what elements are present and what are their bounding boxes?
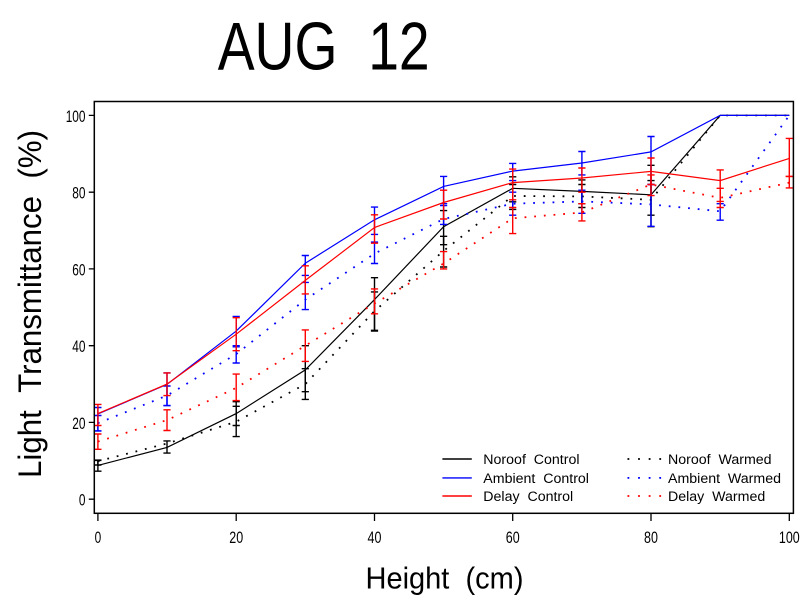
svg-text:40: 40 — [72, 338, 85, 356]
svg-text:20: 20 — [229, 529, 243, 547]
svg-text:0: 0 — [79, 492, 86, 510]
svg-text:100: 100 — [779, 529, 800, 547]
svg-text:100: 100 — [66, 108, 86, 126]
svg-text:Ambient Control: Ambient Control — [483, 471, 589, 487]
svg-text:Delay Warmed: Delay Warmed — [668, 489, 765, 505]
svg-text:60: 60 — [72, 261, 85, 279]
svg-text:Noroof Control: Noroof Control — [483, 452, 579, 468]
svg-text:AUG 12: AUG 12 — [218, 10, 430, 85]
svg-text:Height (cm): Height (cm) — [366, 562, 524, 595]
svg-text:0: 0 — [95, 529, 102, 547]
svg-text:Light Transmittance (%): Light Transmittance (%) — [12, 130, 48, 478]
svg-text:60: 60 — [506, 529, 520, 547]
svg-text:80: 80 — [72, 185, 85, 203]
svg-text:20: 20 — [72, 415, 85, 433]
svg-text:Ambient Warmed: Ambient Warmed — [668, 471, 781, 487]
svg-text:80: 80 — [644, 529, 658, 547]
svg-text:Noroof Warmed: Noroof Warmed — [668, 452, 772, 468]
svg-text:40: 40 — [368, 529, 382, 547]
svg-text:Delay Control: Delay Control — [483, 489, 573, 505]
